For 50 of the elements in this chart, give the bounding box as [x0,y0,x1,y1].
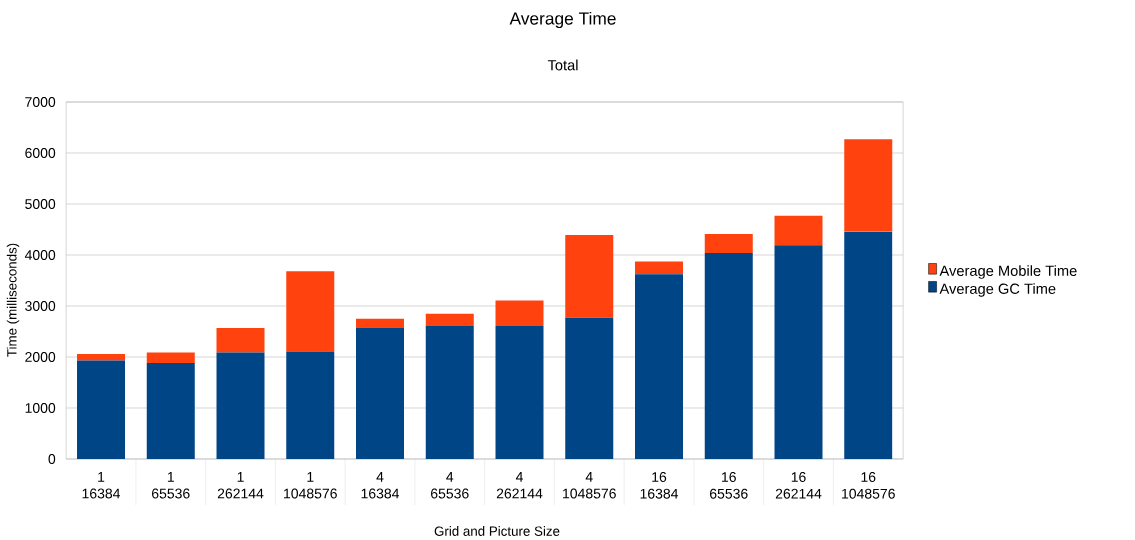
y-tick-label: 0 [48,453,56,464]
x-axis-title: Grid and Picture Size [434,525,560,536]
x-tick-label: 1 16384 [82,471,121,499]
x-tick-label: 4 16384 [361,471,400,499]
bar [495,325,544,459]
bar [425,325,474,459]
y-tick-label: 5000 [25,198,56,209]
bar [146,352,195,363]
x-tick-label: 16 65536 [710,471,748,499]
y-tick-label: 2000 [25,351,56,362]
bar [356,327,405,459]
bar [774,215,823,246]
bar [774,245,823,459]
x-tick-label: 4 262144 [496,471,543,499]
bar [146,362,195,459]
bar [286,271,335,352]
bar [216,352,265,459]
bar [844,139,893,232]
x-tick-label: 16 1048576 [842,471,895,499]
bar [565,317,614,459]
y-axis-title: Time (milliseconds) [6,243,20,357]
y-tick-label: 6000 [25,147,56,158]
x-tick-label: 1 262144 [217,471,264,499]
y-tick-label: 1000 [25,402,56,413]
legend-label: Average GC Time [939,283,1056,297]
bar [77,353,126,361]
x-tick-label: 16 16384 [640,471,679,499]
x-tick-label: 1 1048576 [284,471,337,499]
x-tick-label: 1 65536 [152,471,190,499]
bar [844,231,893,459]
x-tick-label: 4 1048576 [563,471,616,499]
y-tick-label: 3000 [25,300,56,311]
bar [356,318,405,328]
bar [704,252,753,459]
bar [635,261,684,275]
bar [77,360,126,459]
x-tick-label: 4 65536 [431,471,469,499]
bar [635,274,684,459]
chart-subtitle: Total [547,59,578,71]
x-tick-label: 16 262144 [775,471,822,499]
bar [565,234,614,318]
bar [216,327,265,353]
y-tick-label: 4000 [24,249,56,260]
y-tick-label: 7000 [25,96,56,107]
bar [495,300,544,326]
bar [704,233,753,253]
chart-title: Average Time [509,11,616,28]
legend-label: Average Mobile Time [939,265,1077,279]
bar [425,313,474,326]
bar [286,351,335,459]
